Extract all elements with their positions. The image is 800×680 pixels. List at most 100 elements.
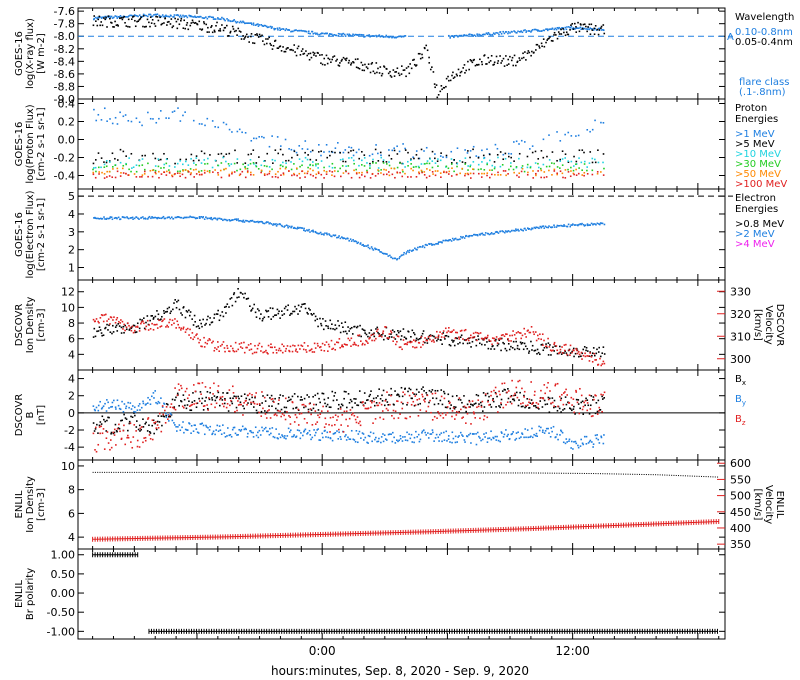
data-point — [198, 123, 201, 125]
data-point — [412, 346, 414, 348]
data-point — [523, 141, 526, 143]
data-point — [205, 23, 208, 26]
data-point — [311, 30, 314, 33]
data-point — [372, 397, 375, 400]
data-point — [219, 345, 222, 347]
data-point — [241, 21, 243, 24]
data-point — [299, 348, 301, 350]
data-point — [305, 30, 308, 33]
data-point — [399, 171, 401, 174]
data-point — [462, 338, 464, 340]
data-point — [306, 229, 308, 231]
data-point — [261, 402, 263, 404]
data-point — [186, 404, 189, 406]
data-point — [602, 24, 605, 26]
data-point — [168, 165, 171, 167]
data-point — [590, 23, 593, 26]
data-point — [261, 24, 264, 27]
data-point — [391, 257, 394, 260]
data-point — [297, 45, 300, 48]
data-point — [167, 414, 170, 416]
legend-entry: >4 MeV — [735, 239, 775, 250]
data-point — [268, 36, 271, 39]
data-point — [215, 313, 218, 315]
data-point — [560, 397, 563, 400]
data-point — [572, 28, 575, 30]
y2-tick-label: 600 — [730, 457, 751, 470]
data-point — [401, 254, 403, 256]
data-point — [117, 15, 120, 18]
data-point — [390, 167, 393, 170]
data-point — [553, 224, 555, 227]
data-point — [314, 423, 317, 425]
data-point — [247, 344, 250, 346]
data-point — [251, 23, 253, 26]
data-point — [452, 77, 455, 80]
data-point — [171, 319, 174, 322]
data-point — [267, 310, 270, 312]
data-point — [254, 311, 257, 314]
data-point — [336, 236, 338, 239]
data-point — [421, 246, 423, 248]
data-point — [146, 315, 149, 317]
data-point — [125, 155, 127, 157]
data-point — [182, 169, 184, 171]
data-point — [501, 164, 504, 166]
data-point — [307, 345, 309, 347]
data-point — [199, 391, 202, 393]
data-point — [580, 394, 583, 397]
data-point — [337, 32, 340, 35]
data-point — [244, 36, 246, 39]
data-point — [109, 439, 112, 441]
data-point — [100, 332, 103, 334]
data-point — [580, 161, 583, 164]
data-point — [544, 430, 547, 432]
data-point — [151, 438, 154, 441]
data-point — [139, 427, 142, 430]
data-point — [218, 217, 221, 220]
data-point — [486, 334, 489, 337]
data-point — [531, 145, 534, 147]
data-point — [577, 224, 579, 227]
data-point — [315, 159, 318, 161]
data-point — [379, 151, 382, 154]
data-point — [201, 382, 204, 384]
data-point — [317, 232, 320, 235]
data-point — [377, 404, 380, 407]
data-point — [469, 165, 471, 168]
data-point — [314, 319, 317, 322]
data-point — [420, 337, 422, 339]
data-point — [163, 318, 166, 320]
data-point — [331, 439, 334, 442]
data-point — [510, 59, 513, 62]
data-point — [125, 25, 128, 27]
data-point — [152, 392, 155, 394]
data-point — [301, 164, 303, 167]
data-point — [291, 156, 293, 159]
data-point — [586, 399, 589, 401]
data-point — [323, 151, 325, 153]
data-point — [421, 393, 423, 396]
data-point — [177, 14, 180, 17]
data-point — [408, 341, 411, 343]
y2-tick-label: 300 — [730, 353, 751, 366]
data-point — [344, 58, 346, 60]
data-point — [433, 440, 435, 442]
data-point — [450, 163, 453, 165]
data-point — [121, 18, 124, 21]
data-point — [447, 393, 450, 396]
data-point — [439, 159, 442, 162]
data-point — [183, 16, 186, 18]
data-point — [471, 34, 474, 36]
data-point — [384, 36, 386, 38]
data-point — [157, 19, 160, 22]
data-point — [149, 398, 151, 401]
data-point — [570, 396, 573, 399]
data-point — [344, 321, 347, 323]
data-point — [111, 401, 114, 404]
data-point — [553, 405, 555, 408]
data-point — [317, 428, 319, 430]
y-tick-label: 4 — [68, 208, 75, 221]
data-point — [218, 398, 221, 401]
data-point — [121, 400, 123, 403]
